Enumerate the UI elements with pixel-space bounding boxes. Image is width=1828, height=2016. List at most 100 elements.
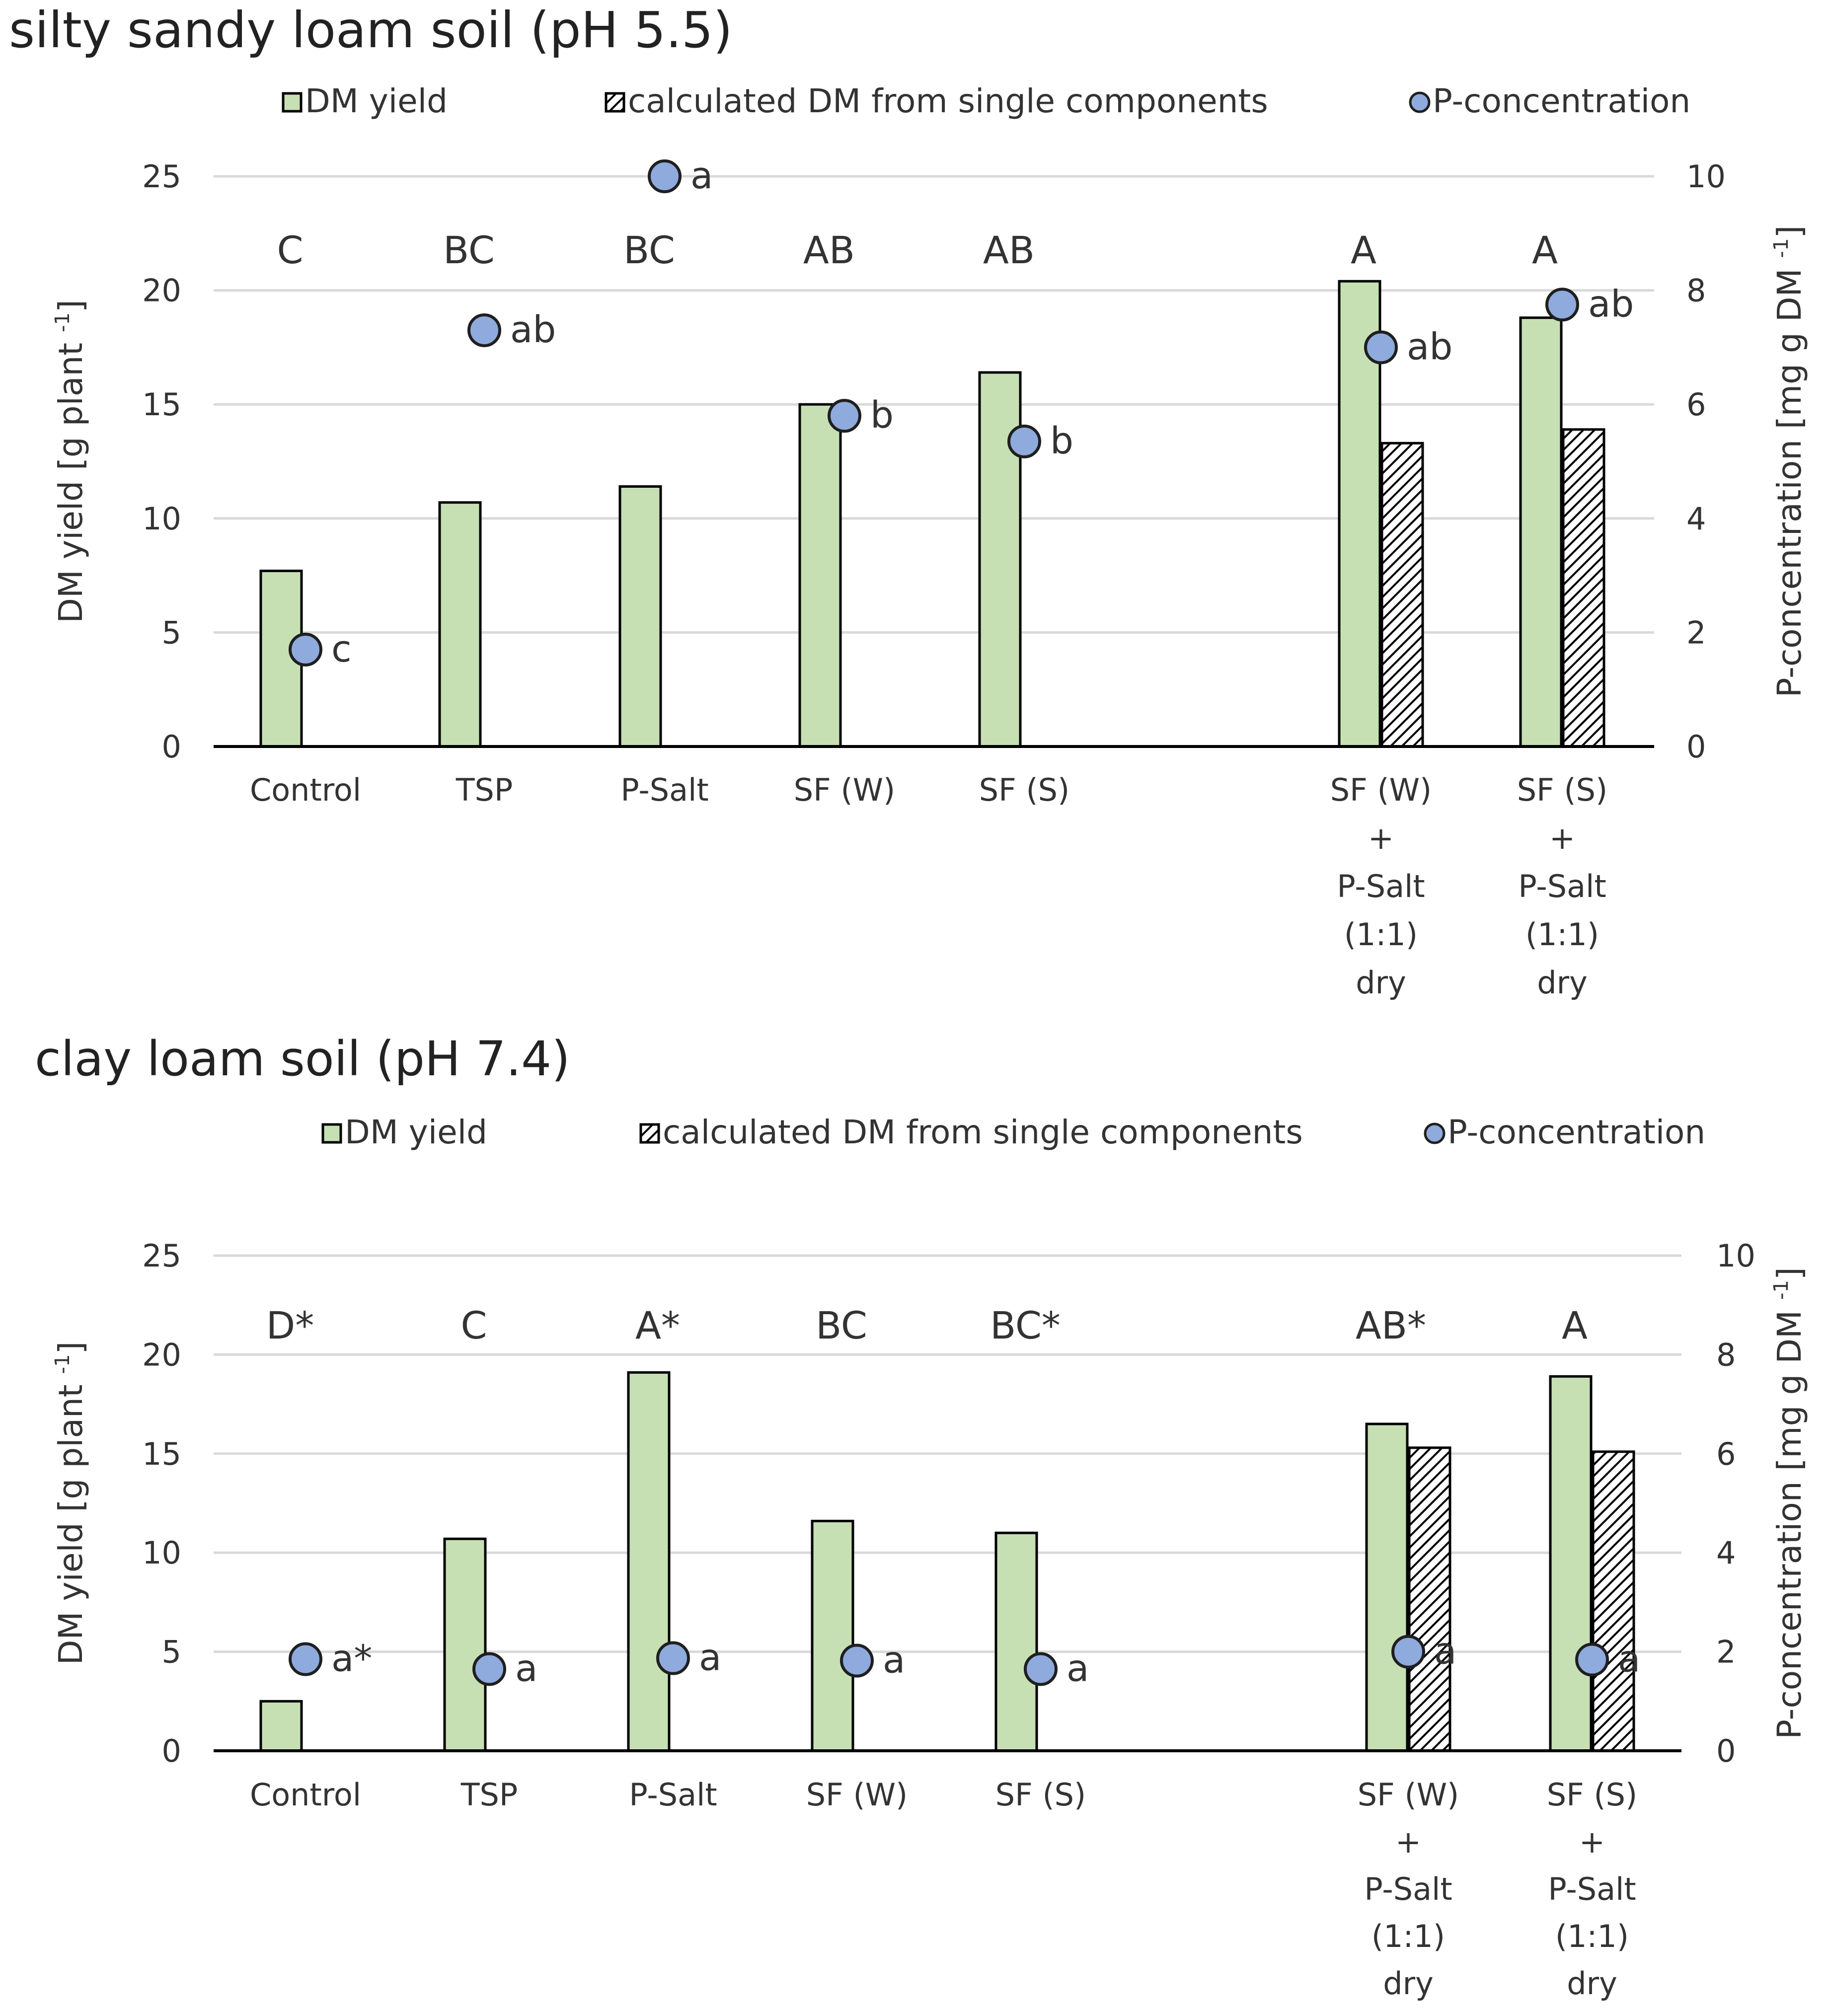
chart-title: clay loam soil (pH 7.4)	[35, 1031, 570, 1087]
legend-label: calculated DM from single components	[628, 82, 1268, 120]
y-tick-label: 0	[162, 1733, 181, 1769]
bar-letter: BC*	[990, 1303, 1061, 1347]
point-p-concentration	[648, 159, 682, 193]
category-label: SF (S)	[979, 772, 1069, 808]
point-p-concentration	[472, 1652, 506, 1686]
bar-dm-yield	[798, 403, 842, 748]
y-tick-label: 20	[142, 273, 181, 309]
point-p-concentration	[1545, 288, 1579, 322]
bar-calculated-dm	[1592, 1450, 1635, 1752]
legend-swatch-p-concentration	[1409, 91, 1431, 113]
category-label: (1:1)	[1525, 916, 1599, 953]
bar-dm-yield	[1365, 1422, 1409, 1752]
point-p-concentration	[656, 1641, 690, 1675]
bar-dm-yield	[994, 1531, 1038, 1752]
y-tick-label: 5	[162, 614, 181, 651]
point-letter: a	[1066, 1647, 1089, 1690]
point-p-concentration	[1024, 1652, 1058, 1686]
y2-tick-label: 2	[1716, 1634, 1736, 1670]
legend-swatch-dm-yield	[321, 1123, 342, 1144]
y2-tick-label: 4	[1686, 501, 1706, 537]
y-tick-label: 10	[142, 501, 181, 537]
point-p-concentration	[828, 399, 861, 433]
legend-label: P-concentration	[1447, 1113, 1705, 1151]
bar-dm-yield	[618, 485, 662, 748]
y2-tick-label: 0	[1716, 1733, 1736, 1769]
category-label: SF (W)	[1358, 1777, 1459, 1813]
point-p-concentration	[467, 313, 501, 347]
category-label: P-Salt	[1337, 868, 1425, 904]
point-p-concentration	[289, 632, 322, 667]
y-tick-label: 0	[162, 729, 181, 765]
point-p-concentration	[1575, 1643, 1609, 1677]
category-label: dry	[1356, 965, 1406, 1001]
point-letter: b	[870, 394, 894, 437]
point-letter: a	[699, 1637, 721, 1679]
bar-calculated-dm	[1408, 1446, 1451, 1752]
category-label: SF (W)	[806, 1777, 908, 1813]
point-p-concentration	[289, 1642, 322, 1676]
legend: DM yield calculated DM from single compon…	[321, 1113, 1705, 1151]
legend-swatch-calculated-dm	[605, 92, 625, 113]
bar-letter: BC	[623, 228, 675, 272]
bar-dm-yield	[1549, 1375, 1593, 1752]
point-letter: c	[331, 628, 352, 671]
bar-dm-yield	[443, 1537, 487, 1752]
y-tick-label: 25	[142, 1238, 181, 1274]
category-label: +	[1579, 1824, 1605, 1860]
point-letter: a	[1434, 1630, 1456, 1673]
legend: DM yield calculated DM from single compon…	[282, 82, 1690, 120]
y-tick-label: 20	[142, 1337, 181, 1373]
y-tick-label: 15	[142, 1436, 181, 1472]
category-label: +	[1368, 820, 1394, 856]
bar-dm-yield	[627, 1371, 671, 1752]
point-letter: a*	[331, 1638, 372, 1680]
legend-label: DM yield	[345, 1113, 487, 1151]
category-label: SF (W)	[1330, 772, 1432, 808]
bar-letter: BC	[816, 1303, 867, 1347]
category-label: SF (S)	[1517, 772, 1607, 808]
category-label: dry	[1537, 965, 1588, 1001]
legend-swatch-p-concentration	[1424, 1122, 1446, 1144]
bar-letter: AB*	[1356, 1303, 1426, 1347]
bar-calculated-dm	[1562, 428, 1605, 748]
y2-tick-label: 10	[1686, 158, 1726, 195]
category-label: Control	[250, 772, 361, 808]
y2-tick-label: 6	[1716, 1436, 1736, 1472]
point-p-concentration	[840, 1643, 874, 1678]
point-letter: ab	[1588, 283, 1634, 325]
y2-tick-label: 0	[1686, 729, 1706, 765]
bar-calculated-dm	[1380, 442, 1424, 748]
y-tick-label: 25	[142, 158, 181, 195]
category-label: SF (W)	[794, 772, 895, 808]
bar-letter: AB	[983, 228, 1035, 272]
bar-letter: A	[1562, 1303, 1588, 1347]
y2-tick-label: 10	[1716, 1238, 1755, 1274]
bar-letter: A	[1532, 228, 1558, 272]
y2-tick-label: 8	[1686, 273, 1706, 309]
point-letter: b	[1050, 420, 1073, 462]
point-letter: a	[515, 1647, 537, 1690]
point-letter: a	[690, 154, 713, 197]
y2-axis-label: P-concentration [mg g DM -1]	[1770, 225, 1809, 697]
y-tick-label: 5	[162, 1634, 181, 1670]
point-letter: ab	[510, 308, 556, 351]
bar-letter: C	[460, 1303, 487, 1347]
category-label: P-Salt	[620, 772, 708, 808]
point-letter: a	[883, 1639, 905, 1682]
bar-letter: AB	[803, 228, 855, 272]
chart-panel-2: clay loam soil (pH 7.4) DM yield calculate…	[35, 1031, 1809, 2002]
bar-dm-yield	[259, 1700, 303, 1752]
point-p-concentration	[1364, 330, 1398, 365]
category-label: TSP	[460, 1777, 518, 1813]
bar-letter: C	[277, 228, 303, 272]
bar-letter: A	[1351, 228, 1376, 272]
y-tick-label: 15	[142, 386, 181, 423]
bar-dm-yield	[811, 1519, 854, 1752]
category-label: dry	[1383, 1965, 1434, 2002]
y2-tick-label: 6	[1686, 386, 1706, 423]
y-tick-label: 10	[142, 1535, 181, 1571]
category-label: +	[1395, 1824, 1421, 1860]
y2-axis-label: P-concentration [mg g DM -1]	[1770, 1267, 1809, 1739]
